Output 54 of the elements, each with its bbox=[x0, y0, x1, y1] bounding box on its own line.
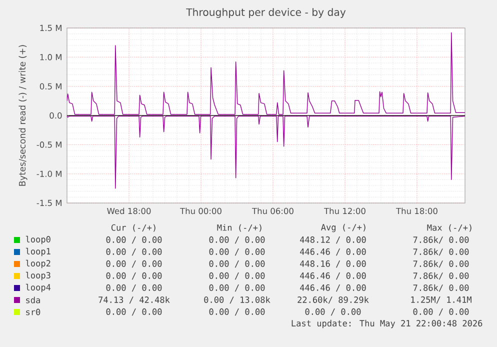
legend-label: loop3 bbox=[26, 272, 50, 280]
y-tick-label: 1.5 M bbox=[40, 24, 62, 32]
text: 0.00 / 0.00 bbox=[106, 272, 162, 280]
text: 7.86k/ 0.00 bbox=[413, 284, 469, 292]
text: 0.00 / 0.00 bbox=[209, 272, 265, 280]
text: 0.00 / 0.00 bbox=[209, 308, 265, 316]
text: 446.46 / 0.00 bbox=[300, 284, 366, 292]
chart-title: Throughput per device - by day bbox=[186, 8, 346, 18]
text: 0.00 / 0.00 bbox=[106, 284, 162, 292]
text: 446.46 / 0.00 bbox=[300, 248, 366, 256]
text: 448.12 / 0.00 bbox=[300, 236, 366, 244]
text: 0.00 / 0.00 bbox=[106, 308, 162, 316]
legend-label: loop1 bbox=[26, 248, 50, 256]
x-tick-label: Thu 06:00 bbox=[252, 208, 294, 214]
text: Max (-/+) bbox=[427, 224, 472, 232]
legend-label: loop0 bbox=[26, 236, 50, 244]
text: 0.00 / 0.00 bbox=[209, 284, 265, 292]
text: 0.00 / 0.00 bbox=[305, 308, 361, 316]
text: 74.13 / 42.48k bbox=[98, 296, 170, 304]
text: 0.00 / 13.08k bbox=[204, 296, 270, 304]
text: 0.00 / 0.00 bbox=[209, 236, 265, 244]
legend-label: loop2 bbox=[26, 260, 50, 268]
text: 22.60k/ 89.29k bbox=[298, 296, 369, 304]
x-tick-label: Thu 18:00 bbox=[396, 208, 438, 214]
text: 7.86k/ 0.00 bbox=[413, 248, 469, 256]
text: 7.86k/ 0.00 bbox=[413, 260, 469, 268]
text: Last update: Thu May 21 22:00:48 2026 bbox=[292, 320, 482, 328]
y-tick-label: 1.0 M bbox=[40, 54, 62, 60]
x-tick-label: Thu 00:00 bbox=[180, 208, 222, 214]
y-tick-label: -1.0 M bbox=[36, 170, 62, 177]
text: 0.00 / 0.00 bbox=[413, 308, 469, 316]
text: 0.00 / 0.00 bbox=[106, 248, 162, 256]
y-tick-label: 0.5 M bbox=[40, 83, 62, 90]
text: Avg (-/+) bbox=[321, 224, 366, 232]
x-tick-label: Thu 12:00 bbox=[324, 208, 366, 214]
legend-label: sr0 bbox=[26, 308, 40, 316]
x-tick-label: Wed 18:00 bbox=[107, 208, 151, 214]
text: 0.00 / 0.00 bbox=[106, 260, 162, 268]
text: 7.86k/ 0.00 bbox=[413, 236, 469, 244]
text: Cur (-/+) bbox=[111, 224, 156, 232]
text: 448.16 / 0.00 bbox=[300, 260, 366, 268]
y-tick-label: -0.5 M bbox=[36, 142, 62, 148]
text: 0.00 / 0.00 bbox=[209, 260, 265, 268]
text: 0.00 / 0.00 bbox=[209, 248, 265, 256]
y-tick-label: -1.5 M bbox=[36, 200, 62, 206]
text: 7.86k/ 0.00 bbox=[413, 272, 469, 280]
text: 446.46 / 0.00 bbox=[300, 272, 366, 280]
legend-label: sda bbox=[26, 296, 40, 304]
text: Min (-/+) bbox=[217, 224, 262, 232]
text: 1.25M/ 1.41M bbox=[411, 296, 472, 304]
y-tick-label: 0.0 bbox=[50, 112, 62, 119]
y-axis-title: Bytes/second read (-) / write (+) bbox=[18, 45, 28, 186]
legend-label: loop4 bbox=[26, 284, 51, 292]
text: 0.00 / 0.00 bbox=[106, 236, 162, 244]
